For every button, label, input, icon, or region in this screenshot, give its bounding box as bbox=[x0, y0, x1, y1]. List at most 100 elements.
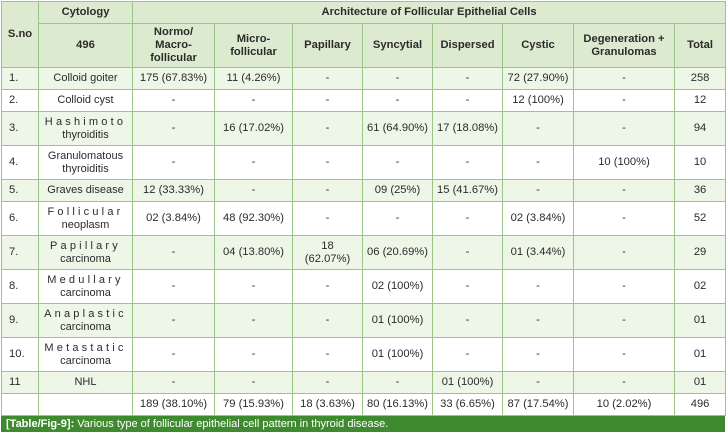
cell-value: - bbox=[132, 111, 215, 146]
cell-value: - bbox=[432, 145, 503, 180]
cell-value: - bbox=[432, 89, 503, 112]
cell-value: - bbox=[432, 269, 503, 304]
cell-value: - bbox=[502, 371, 574, 394]
cell-cytology: Medullary carcinoma bbox=[38, 269, 133, 304]
cell-value: - bbox=[573, 179, 675, 202]
cell-total: 02 bbox=[673, 269, 726, 304]
cell-sno: 5. bbox=[1, 179, 39, 202]
column-header-line: Total bbox=[687, 39, 713, 51]
cell-value: - bbox=[432, 303, 503, 338]
cell-cytology: Papillary carcinoma bbox=[38, 235, 133, 270]
totals-row: 189 (38.10%) 79 (15.93%) 18 (3.63%) 80 (16.… bbox=[1, 393, 726, 416]
header-architecture: Architecture of Follicular Epithelial Ce… bbox=[131, 1, 726, 24]
column-header: Papillary bbox=[292, 23, 363, 68]
cell-total: 01 bbox=[673, 303, 726, 338]
cell-value: 16 (17.02%) bbox=[214, 111, 293, 146]
column-header-line: Micro- bbox=[236, 32, 271, 45]
cell-value: - bbox=[214, 89, 293, 112]
cell-value: - bbox=[292, 89, 363, 112]
cell-value: - bbox=[502, 303, 574, 338]
cell-total: 12 bbox=[673, 89, 726, 112]
cytology-line: Anaplastic bbox=[44, 307, 127, 320]
cell-sno: 1. bbox=[1, 67, 39, 90]
cell-value: 72 (27.90%) bbox=[502, 67, 574, 90]
cell-cytology: NHL bbox=[38, 371, 133, 394]
cell-value: - bbox=[362, 371, 433, 394]
table-row: 1. Colloid goiter 175 (67.83%) 11 (4.26%) - -… bbox=[1, 67, 726, 90]
cell-sno: 9. bbox=[1, 303, 39, 338]
cell-value: 189 (38.10%) bbox=[132, 393, 215, 416]
cell-cytology: Anaplastic carcinoma bbox=[38, 303, 133, 338]
table-row: 3. Hashimoto thyroiditis -16 (17.02%) -61 (6… bbox=[1, 111, 726, 146]
cell-value: - bbox=[132, 337, 215, 372]
cell-value: 87 (17.54%) bbox=[502, 393, 574, 416]
cell-value: - bbox=[214, 145, 293, 180]
table-row: 9. Anaplastic carcinoma - - -01 (100%) - - -01 bbox=[1, 303, 726, 338]
cytology-line: Medullary bbox=[47, 273, 124, 286]
cell-cytology: Follicular neoplasm bbox=[38, 201, 133, 236]
column-header-line: Cystic bbox=[521, 39, 555, 51]
cytology-line: thyroiditis bbox=[62, 162, 109, 175]
cell-value: 01 (3.44%) bbox=[502, 235, 574, 270]
cell-value: 61 (64.90%) bbox=[362, 111, 433, 146]
cytology-line: Papillary bbox=[50, 239, 121, 252]
table-row: 10. Metastatic carcinoma - - -01 (100%) - - -01 bbox=[1, 337, 726, 372]
column-header-line: Degeneration + bbox=[583, 32, 665, 45]
cell-value: 01 (100%) bbox=[362, 337, 433, 372]
cell-value: - bbox=[132, 371, 215, 394]
cytology-line: thyroiditis bbox=[62, 128, 109, 141]
cell-value: 18 (62.07%) bbox=[292, 235, 363, 270]
column-header-line: Normo/ bbox=[153, 26, 194, 38]
data-table: S.no Cytology Architecture of Follicular… bbox=[1, 1, 726, 416]
cell-value: - bbox=[292, 67, 363, 90]
cell-value: - bbox=[432, 235, 503, 270]
column-header-line: Papillary bbox=[304, 39, 351, 51]
cell-value: - bbox=[573, 201, 675, 236]
cell-value: - bbox=[573, 337, 675, 372]
cell-value: - bbox=[432, 67, 503, 90]
column-header-line: follicular bbox=[230, 45, 277, 58]
cell-sno bbox=[1, 393, 39, 416]
column-header: Cystic bbox=[502, 23, 574, 68]
cell-value: - bbox=[573, 269, 675, 304]
cell-cytology: Hashimoto thyroiditis bbox=[38, 111, 133, 146]
cell-total: 10 bbox=[673, 145, 726, 180]
cytology-line: NHL bbox=[74, 376, 97, 388]
cell-value: - bbox=[432, 201, 503, 236]
table-row: 4. Granulomatous thyroiditis - - - - - -10 (100%… bbox=[1, 145, 726, 180]
cell-value: 79 (15.93%) bbox=[214, 393, 293, 416]
cell-total: 01 bbox=[673, 337, 726, 372]
cell-value: - bbox=[292, 145, 363, 180]
cell-value: - bbox=[214, 371, 293, 394]
cell-cytology: Colloid cyst bbox=[38, 89, 133, 112]
cell-total: 52 bbox=[673, 201, 726, 236]
cell-value: - bbox=[573, 111, 675, 146]
cell-value: - bbox=[573, 235, 675, 270]
table-body: 1. Colloid goiter 175 (67.83%) 11 (4.26%) - -… bbox=[1, 67, 726, 416]
cell-value: 12 (100%) bbox=[502, 89, 574, 112]
table-row: 5. Graves disease 12 (33.33%) - -09 (25%) 15 … bbox=[1, 179, 726, 202]
cell-value: 02 (100%) bbox=[362, 269, 433, 304]
cell-sno: 4. bbox=[1, 145, 39, 180]
cell-total: 36 bbox=[673, 179, 726, 202]
cell-value: - bbox=[573, 303, 675, 338]
caption-text: Various type of follicular epithelial ce… bbox=[74, 418, 389, 430]
cytology-line: Graves disease bbox=[47, 184, 124, 196]
cytology-line: carcinoma bbox=[60, 252, 111, 265]
cell-sno: 8. bbox=[1, 269, 39, 304]
cell-value: - bbox=[292, 269, 363, 304]
cytology-line: carcinoma bbox=[60, 320, 111, 333]
header-cytology-count: 496 bbox=[38, 23, 133, 68]
cell-value: 01 (100%) bbox=[432, 371, 503, 394]
cell-value: - bbox=[132, 235, 215, 270]
cell-cytology: Granulomatous thyroiditis bbox=[38, 145, 133, 180]
cell-value: 33 (6.65%) bbox=[432, 393, 503, 416]
cell-value: 10 (2.02%) bbox=[573, 393, 675, 416]
column-header: Dispersed bbox=[432, 23, 503, 68]
table-row: 2. Colloid cyst - - - - -12 (100%) -12 bbox=[1, 89, 726, 112]
cytology-line: Follicular bbox=[47, 205, 124, 218]
cell-value: 12 (33.33%) bbox=[132, 179, 215, 202]
cell-value: - bbox=[502, 145, 574, 180]
cell-value: - bbox=[292, 303, 363, 338]
cytology-line: Metastatic bbox=[44, 341, 127, 354]
